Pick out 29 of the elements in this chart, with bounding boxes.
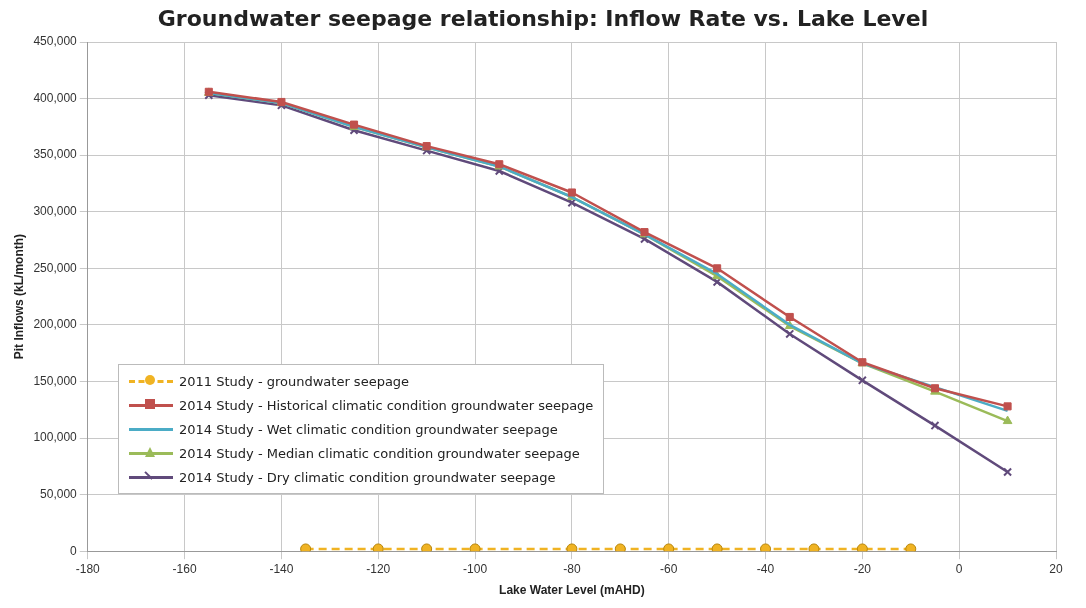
y-axis-title: Pit Inflows (kL/month) — [11, 233, 26, 360]
y-tick-label: 100,000 — [33, 430, 78, 445]
x-tick-label: -180 — [75, 561, 101, 576]
legend-label: 2011 Study - groundwater seepage — [179, 373, 410, 389]
x-tick-label: -100 — [463, 561, 488, 576]
y-tick-label: 350,000 — [33, 147, 78, 162]
y-tick-label: 450,000 — [33, 34, 78, 49]
x-tick-label: 20 — [1049, 561, 1063, 576]
x-tick-label: -120 — [366, 561, 391, 576]
chart-title: Groundwater seepage relationship: Inflow Rate vs. Lake Level — [156, 6, 930, 31]
y-tick-label: 150,000 — [33, 373, 78, 388]
x-tick-label: -40 — [756, 561, 775, 576]
x-tick-label: -140 — [269, 561, 294, 576]
x-tick-label: -80 — [563, 561, 581, 576]
y-tick-label: 400,000 — [33, 90, 78, 105]
legend-label: 2014 Study - Historical climatic condition groundwater seepage — [179, 397, 594, 413]
legend-label: 2014 Study - Dry climatic condition groundwater seepage — [179, 469, 556, 485]
y-tick-label: 250,000 — [33, 260, 78, 275]
legend-label: 2014 Study - Wet climatic condition groundwater seepage — [179, 421, 558, 437]
y-tick-label: 200,000 — [33, 317, 78, 332]
x-tick-label: -160 — [172, 561, 197, 576]
y-tick-label: 0 — [70, 543, 78, 558]
y-tick-label: 300,000 — [33, 204, 78, 219]
x-tick-label: -20 — [853, 561, 872, 576]
x-tick-label: 0 — [955, 561, 963, 576]
legend-label: 2014 Study - Median climatic condition groundwater seepage — [179, 445, 580, 461]
x-axis-title: Lake Water Level (mAHD) — [499, 583, 645, 598]
y-tick-label: 50,000 — [40, 486, 78, 501]
x-tick-label: -60 — [660, 561, 678, 576]
